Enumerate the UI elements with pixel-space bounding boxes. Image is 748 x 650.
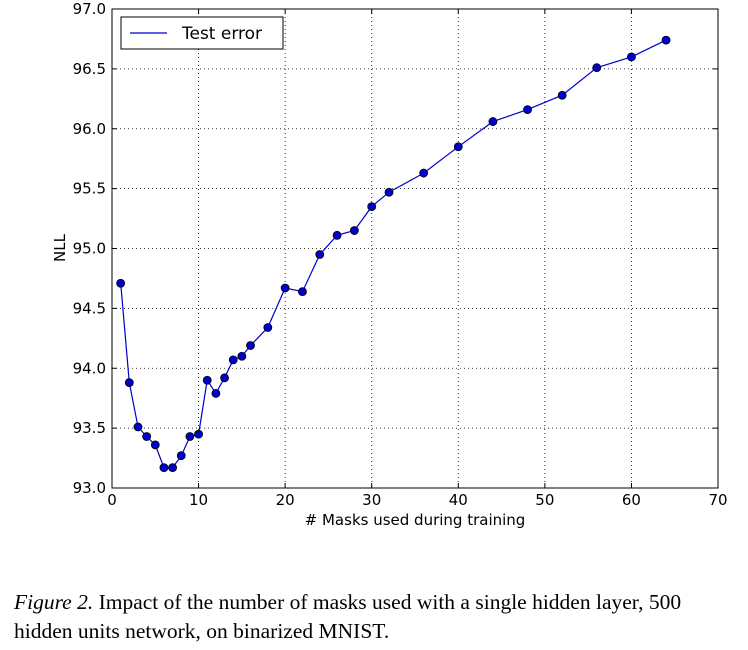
axis-ticks: 0 10 20 30 40 50 60 70 93.0 93.5 94.0 94.5 95.0 95.5 9… bbox=[73, 0, 728, 509]
data-point bbox=[159, 463, 169, 473]
series-test-error bbox=[116, 35, 671, 473]
data-point bbox=[453, 142, 463, 152]
data-point bbox=[142, 432, 152, 441]
y-tick-label: 96.5 bbox=[73, 60, 106, 78]
x-tick-label: 40 bbox=[449, 491, 468, 509]
grid-lines bbox=[112, 9, 718, 488]
x-tick-label: 50 bbox=[535, 491, 554, 509]
x-tick-label: 20 bbox=[276, 491, 295, 509]
y-tick-label: 95.5 bbox=[73, 180, 106, 198]
data-point bbox=[246, 341, 255, 350]
caption-text: Impact of the number of masks used with … bbox=[14, 590, 682, 643]
data-point bbox=[263, 323, 273, 332]
data-point bbox=[488, 117, 498, 126]
data-point bbox=[315, 250, 325, 259]
data-point bbox=[176, 451, 186, 461]
series-line bbox=[120, 39, 667, 469]
data-point bbox=[116, 278, 126, 288]
data-point bbox=[592, 63, 602, 73]
data-point bbox=[384, 187, 394, 197]
caption-label: Figure 2. bbox=[14, 590, 94, 614]
legend: Test error bbox=[120, 16, 284, 50]
y-tick-label: 94.5 bbox=[73, 299, 106, 317]
x-tick-label: 30 bbox=[362, 491, 381, 509]
data-point bbox=[332, 230, 342, 240]
data-point bbox=[185, 432, 195, 441]
data-point bbox=[228, 355, 238, 365]
y-tick-label: 94.0 bbox=[73, 359, 106, 377]
data-point bbox=[557, 90, 567, 100]
x-tick-label: 0 bbox=[107, 491, 117, 509]
y-tick-label: 93.5 bbox=[73, 419, 106, 437]
y-tick-label: 93.0 bbox=[73, 479, 106, 497]
data-point bbox=[367, 202, 377, 211]
y-tick-label: 95.0 bbox=[73, 240, 106, 258]
data-point bbox=[627, 52, 636, 62]
figure-caption: Figure 2. Impact of the number of masks … bbox=[14, 588, 734, 646]
data-point bbox=[124, 378, 134, 388]
data-point bbox=[211, 388, 221, 398]
data-point bbox=[202, 375, 212, 385]
data-point bbox=[661, 35, 671, 45]
x-axis-label: # Masks used during training bbox=[305, 511, 526, 529]
y-tick-label: 97.0 bbox=[73, 0, 106, 18]
legend-label: Test error bbox=[181, 24, 262, 44]
chart: 0 10 20 30 40 50 60 70 93.0 93.5 94.0 94.5 95.0 95.5 9… bbox=[51, 0, 728, 529]
y-axis-label: NLL bbox=[51, 233, 69, 262]
data-point bbox=[349, 226, 359, 235]
x-tick-label: 60 bbox=[622, 491, 641, 509]
data-point bbox=[280, 283, 290, 293]
data-point bbox=[237, 351, 247, 361]
data-point bbox=[220, 373, 229, 383]
data-point bbox=[168, 463, 178, 473]
data-point bbox=[298, 287, 307, 297]
data-point bbox=[150, 440, 160, 450]
plot-frame bbox=[111, 8, 719, 489]
data-point bbox=[194, 429, 203, 439]
x-tick-label: 70 bbox=[708, 491, 727, 509]
data-point bbox=[419, 168, 429, 178]
x-tick-label: 10 bbox=[189, 491, 208, 509]
data-point bbox=[523, 105, 532, 114]
y-tick-label: 96.0 bbox=[73, 120, 106, 138]
data-point bbox=[133, 422, 143, 432]
